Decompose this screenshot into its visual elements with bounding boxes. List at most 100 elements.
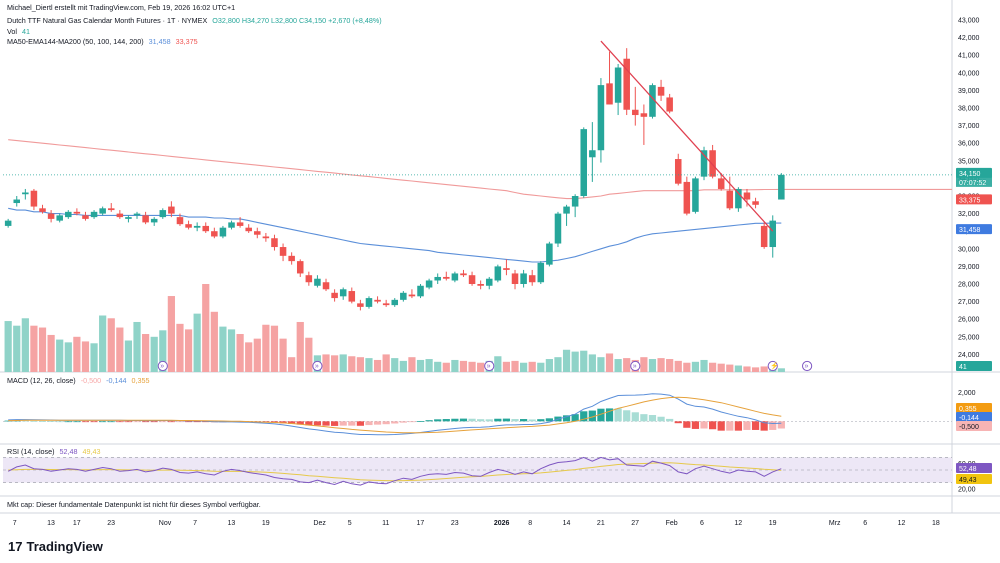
symbol-title: Dutch TTF Natural Gas Calendar Month Fut… [7,16,208,25]
macd-hist-bar [184,421,193,423]
volume-bar [253,338,261,372]
candle-body [296,261,304,274]
volume-bar [90,343,98,372]
candle-body [357,303,364,307]
candle-body [339,289,347,297]
ohlc-values: O32,800 H34,270 L32,800 C34,150 +2,670 (… [212,16,382,25]
macd-hist-bar [657,416,665,422]
macd-hist-bar [623,410,631,422]
event-marker-icon [802,360,813,372]
candle-body [271,238,278,248]
candle-body [760,225,768,248]
macd-hist-bar [38,421,47,422]
candle-body [4,220,12,226]
candle-body [546,243,553,265]
rsi-legend[interactable]: RSI (14, close) 52,48 49,43 [7,447,104,457]
macd-hist-value: -0,500 [80,376,102,385]
macd-hist-bar [322,421,330,426]
volume-bar [408,357,416,372]
macd-hist-bar [502,418,511,422]
ma-blue-value: 31,458 [148,37,171,46]
macd-hist-bar [81,421,90,423]
time-tick-label: 23 [451,520,459,527]
volume-bar [399,360,407,372]
macd-hist-bar [520,419,528,422]
volume-bar [4,321,12,372]
volume-bar [133,321,141,372]
macd-hist-bar [150,421,158,423]
candle-body [288,255,295,262]
candle-body [176,217,184,225]
macd-hist-bar [640,414,648,422]
volume-bar [520,362,528,372]
candle-body [554,213,562,244]
ema144-line [8,207,782,263]
candle-body [211,231,218,237]
candle-body [116,213,124,218]
macd-hist-bar [296,421,304,425]
macd-hist-bar [674,421,682,424]
volume-bar [13,325,21,372]
candle-body [485,278,493,286]
macd-hist-bar [571,414,579,422]
volume-bar [416,359,425,372]
volume-bar [648,359,657,372]
volume-bar [537,362,545,372]
macd-hist-bar [683,421,691,428]
time-tick-label: Feb [666,520,678,527]
candle-body [254,231,261,235]
macd-legend[interactable]: MACD (12, 26, close) -0,500 -0,144 0,355 [7,376,152,386]
macd-tick-label: 2,000 [958,390,976,397]
volume-bar [124,340,133,372]
ma200-line [8,139,782,200]
candle-body [314,278,321,286]
volume-badge-bg [956,361,992,371]
macd-hist-bar [562,415,571,422]
price-tick-label: 41,000 [958,53,980,60]
candle-body [477,284,484,286]
candle-body [692,178,699,212]
mktcap-note: Mkt cap: Dieser fundamentale Datenpunkt … [7,500,261,509]
macd-hist-bar [717,421,725,431]
ma-legend[interactable]: MA50-EMA144-MA200 (50, 100, 144, 200) 31… [7,37,201,47]
macd-hist-bar [709,421,717,430]
candle-body [193,225,201,228]
volume-bar [674,360,682,372]
macd-hist-bar [331,421,339,426]
macd-hist-bar [528,419,536,422]
rsi-ma-badge-bg [956,474,992,484]
macd-hist-bar [176,421,184,423]
candle-body [709,150,716,177]
volume-bar [339,354,347,372]
macd-line [8,393,782,436]
time-tick-label: 12 [734,520,742,527]
macd-signal-line [8,396,782,434]
macd-hist-badge-bg [956,421,992,431]
rsi-badge: 52,48 [959,466,977,473]
macd-hist-bar [726,421,734,431]
macd-hist-bar [21,420,29,422]
macd-hist-bar [4,420,12,422]
candle-body [245,227,252,232]
candle-body [735,188,742,209]
candle-body [142,215,149,223]
macd-line-value: -0,144 [106,376,127,385]
symbol-legend[interactable]: Dutch TTF Natural Gas Calendar Month Fut… [7,16,385,26]
ma200-badge: 33,375 [959,197,981,204]
candle-body [468,275,476,284]
macd-hist-bar [373,421,382,425]
volume-legend[interactable]: Vol 41 [7,27,33,37]
volume-bar [743,366,751,372]
candle-body [236,222,244,226]
candle-body [511,273,519,284]
time-tick-label: 18 [932,520,940,527]
event-marker-icon [767,360,778,372]
volume-bar [382,354,390,372]
time-tick-label: 11 [382,520,389,527]
event-marker-glyph: » [160,363,164,370]
macd-hist-bar [416,421,425,422]
candle-body [537,262,545,283]
candle-body [494,266,502,281]
time-tick-label: 6 [863,520,867,527]
tradingview-brand[interactable]: 17 TradingView [8,539,103,554]
